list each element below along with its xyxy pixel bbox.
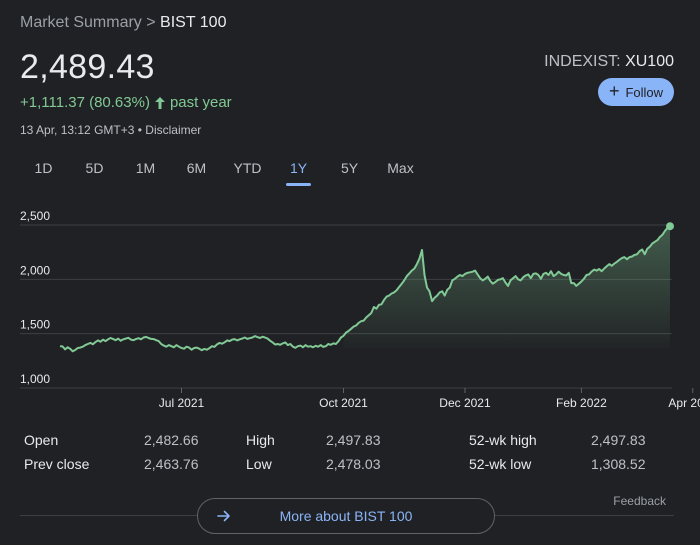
price-change-period: past year bbox=[169, 94, 232, 111]
index-price: 2,489.43 bbox=[20, 48, 155, 86]
symbol-label: XU100 bbox=[625, 53, 674, 70]
price-area bbox=[343, 226, 670, 348]
x-tick-label: Feb 2022 bbox=[556, 396, 607, 410]
y-tick-label: 2,000 bbox=[20, 263, 50, 277]
y-tick-label: 1,000 bbox=[20, 372, 50, 386]
stat-label-low: Low bbox=[246, 456, 272, 472]
tab-ytd[interactable]: YTD bbox=[233, 160, 262, 176]
tab-6m[interactable]: 6M bbox=[186, 160, 207, 176]
more-about-label: More about BIST 100 bbox=[279, 508, 413, 524]
stats-table: Open 2,482.66 High 2,497.83 52-wk high 2… bbox=[24, 432, 674, 480]
breadcrumb-separator: > bbox=[146, 14, 156, 31]
x-tick-label: Dec 2021 bbox=[439, 396, 491, 410]
y-tick-label: 1,500 bbox=[20, 318, 50, 332]
stats-row: Open 2,482.66 High 2,497.83 52-wk high 2… bbox=[24, 432, 674, 456]
exchange-label: INDEXIST: bbox=[544, 53, 621, 70]
tab-1y[interactable]: 1Y bbox=[273, 160, 324, 186]
breadcrumb: Market Summary > BIST 100 bbox=[20, 14, 226, 32]
x-tick-label: Apr 2022 bbox=[668, 396, 700, 410]
stat-label-52wk-high: 52-wk high bbox=[469, 432, 537, 448]
stat-value-52wk-low: 1,308.52 bbox=[591, 456, 646, 472]
stat-value-prev-close: 2,463.76 bbox=[144, 456, 199, 472]
breadcrumb-current: BIST 100 bbox=[160, 14, 227, 31]
stat-label-prev-close: Prev close bbox=[24, 456, 90, 472]
latest-price-point bbox=[666, 222, 674, 231]
arrow-right-icon bbox=[216, 508, 232, 524]
x-tick-label: Oct 2021 bbox=[319, 396, 368, 410]
tab-5y[interactable]: 5Y bbox=[340, 160, 359, 176]
more-about-button[interactable]: More about BIST 100 bbox=[197, 498, 495, 534]
stat-value-high: 2,497.83 bbox=[326, 432, 381, 448]
breadcrumb-parent-link[interactable]: Market Summary bbox=[20, 14, 142, 31]
stat-label-high: High bbox=[246, 432, 275, 448]
plus-icon: + bbox=[608, 81, 620, 101]
follow-button[interactable]: + Follow bbox=[598, 78, 674, 106]
stat-label-52wk-low: 52-wk low bbox=[469, 456, 532, 472]
stat-value-52wk-high: 2,497.83 bbox=[591, 432, 646, 448]
stat-value-open: 2,482.66 bbox=[144, 432, 199, 448]
feedback-link[interactable]: Feedback bbox=[613, 494, 666, 508]
price-change: +1,111.37 (80.63%) past year bbox=[20, 94, 232, 111]
tab-5d[interactable]: 5D bbox=[85, 160, 104, 176]
price-change-value: +1,111.37 (80.63%) bbox=[20, 94, 150, 111]
range-tabs: 1D 5D 1M 6M YTD 1Y 5Y Max bbox=[18, 160, 426, 186]
tab-max[interactable]: Max bbox=[387, 160, 414, 176]
price-line bbox=[59, 225, 671, 353]
price-chart[interactable]: 2,500 2,000 1,500 1,000 Jul 2021 Oct 2021 Dec… bbox=[0, 210, 700, 410]
stat-label-open: Open bbox=[24, 432, 59, 448]
arrow-up-icon bbox=[154, 96, 166, 110]
tab-1d[interactable]: 1D bbox=[34, 160, 53, 176]
timestamp-disclaimer[interactable]: 13 Apr, 13:12 GMT+3 • Disclaimer bbox=[20, 123, 202, 137]
ticker-symbol: INDEXIST: XU100 bbox=[544, 53, 674, 71]
follow-button-label: Follow bbox=[625, 84, 664, 100]
tab-1m[interactable]: 1M bbox=[135, 160, 156, 176]
stats-row: Prev close 2,463.76 Low 2,478.03 52-wk l… bbox=[24, 456, 674, 480]
stat-value-low: 2,478.03 bbox=[326, 456, 381, 472]
x-tick-label: Jul 2021 bbox=[159, 396, 205, 410]
y-tick-label: 2,500 bbox=[20, 210, 50, 223]
